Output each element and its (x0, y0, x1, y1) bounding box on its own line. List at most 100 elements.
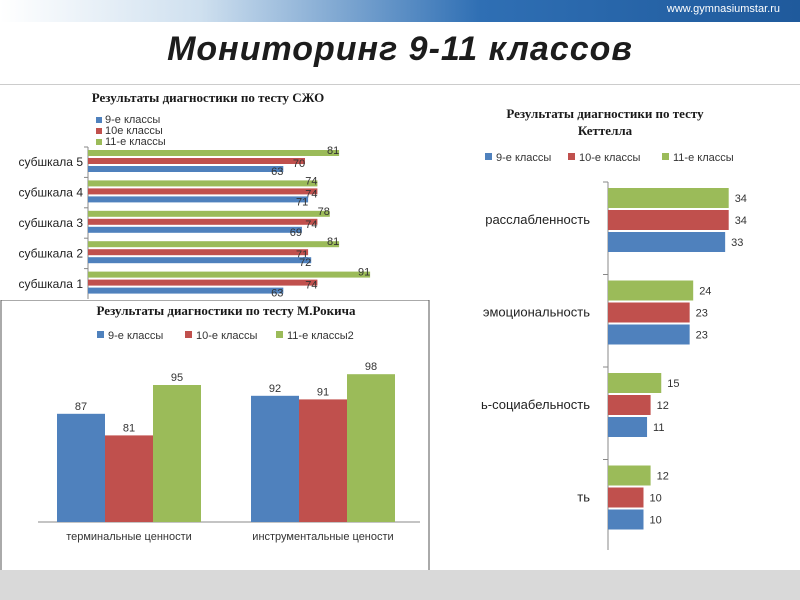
data-label: 78 (318, 206, 330, 218)
chart-title: Результаты диагностики по тесту М.Рокича (97, 303, 356, 318)
category-label: субшкала 3 (18, 216, 83, 230)
chart-cattell: Результаты диагностики по тесту Кеттелла 9… (481, 106, 747, 550)
data-label: 12 (657, 400, 669, 412)
data-label: 74 (305, 175, 317, 187)
legend-swatch (96, 128, 102, 134)
bar (608, 324, 690, 345)
chart-rokeach: Результаты диагностики по тесту М.Рокича… (0, 300, 430, 575)
data-label: 63 (271, 166, 283, 178)
data-label: 81 (327, 145, 339, 157)
bar (251, 395, 299, 522)
legend-swatch (185, 331, 192, 338)
legend-swatch (97, 331, 104, 338)
data-label: 12 (657, 471, 669, 483)
bar (88, 287, 284, 294)
data-label: 87 (75, 401, 87, 413)
legend-swatch (96, 117, 102, 123)
bar (608, 302, 690, 323)
bar (88, 249, 309, 256)
data-label: 74 (305, 188, 317, 200)
chart-title: Результаты диагностики по тесту (506, 106, 704, 121)
category-label: инструментальные цености (252, 531, 393, 543)
bar (88, 279, 318, 286)
category-label: ть (577, 490, 590, 505)
data-label: 11 (653, 422, 664, 434)
bar (608, 509, 644, 530)
data-label: 33 (731, 237, 743, 249)
data-label: 92 (269, 383, 281, 395)
footer-bar (0, 570, 800, 600)
bar (608, 487, 644, 508)
chart-title: Результаты диагностики по тесту СЖО (92, 90, 325, 105)
category-label: субшкала 2 (18, 246, 83, 260)
legend-label: 10-е классы (196, 330, 258, 342)
category-label: субшкала 5 (18, 155, 83, 169)
data-label: 10 (650, 493, 662, 505)
legend-label: 10е классы (105, 125, 163, 137)
bar (88, 271, 371, 278)
bar (153, 385, 201, 522)
site-url: www.gymnasiumstar.ru (666, 3, 780, 15)
data-label: 10 (650, 515, 662, 527)
bar (608, 232, 726, 252)
bar (608, 395, 651, 415)
data-label: 72 (299, 257, 311, 269)
bar (88, 257, 312, 264)
legend-label: 11-е классы (673, 152, 734, 164)
data-label: 81 (123, 422, 135, 434)
bar (88, 210, 330, 217)
legend-label: 11-е классы (105, 136, 166, 148)
category-label: терминальные ценности (66, 531, 192, 543)
bar (88, 158, 305, 164)
data-label: 23 (696, 308, 708, 320)
bar (88, 218, 318, 225)
bar (608, 417, 648, 437)
bar (608, 373, 662, 393)
data-label: 34 (735, 193, 747, 205)
bar (88, 241, 340, 248)
data-label: 71 (296, 196, 308, 208)
data-label: 34 (735, 215, 747, 227)
legend-label: 10-е классы (579, 152, 641, 164)
data-label: 70 (293, 158, 305, 170)
data-label: 74 (305, 219, 317, 231)
data-label: 81 (327, 236, 339, 248)
data-label: 95 (171, 372, 183, 384)
chart-szho: Результаты диагностики по тесту СЖО 9-е к… (18, 90, 371, 300)
legend-label: 9-е классы (496, 152, 551, 164)
chart-title: Кеттелла (578, 123, 633, 138)
legend-swatch (662, 153, 669, 160)
page-title: Мониторинг 9-11 классов (167, 30, 633, 68)
bar (88, 166, 284, 172)
legend-label: 11-е классы2 (287, 330, 354, 342)
bar (57, 413, 105, 522)
bar (105, 435, 153, 522)
category-label: ь-социабельность (481, 397, 590, 412)
bar (347, 374, 395, 522)
bar (88, 196, 309, 203)
data-label: 69 (290, 227, 302, 239)
data-label: 24 (699, 286, 711, 298)
category-label: эмоциональность (483, 305, 590, 320)
top-banner: www.gymnasiumstar.ru (0, 0, 800, 22)
bar (608, 210, 729, 230)
category-label: субшкала 4 (18, 186, 83, 200)
data-label: 74 (305, 280, 317, 292)
data-label: 15 (667, 378, 679, 390)
bar (299, 399, 347, 522)
data-label: 63 (271, 288, 283, 300)
legend-swatch (485, 153, 492, 160)
bar (608, 465, 651, 486)
bar (88, 150, 340, 156)
legend-swatch (96, 139, 102, 145)
bar (608, 188, 729, 208)
data-label: 91 (317, 386, 329, 398)
bar (88, 188, 318, 195)
data-label: 98 (365, 361, 377, 373)
bar (88, 226, 302, 233)
category-label: субшкала 1 (18, 277, 83, 291)
bar (608, 280, 694, 301)
legend-swatch (568, 153, 575, 160)
category-label: расслабленность (485, 212, 590, 227)
data-label: 23 (696, 330, 708, 342)
